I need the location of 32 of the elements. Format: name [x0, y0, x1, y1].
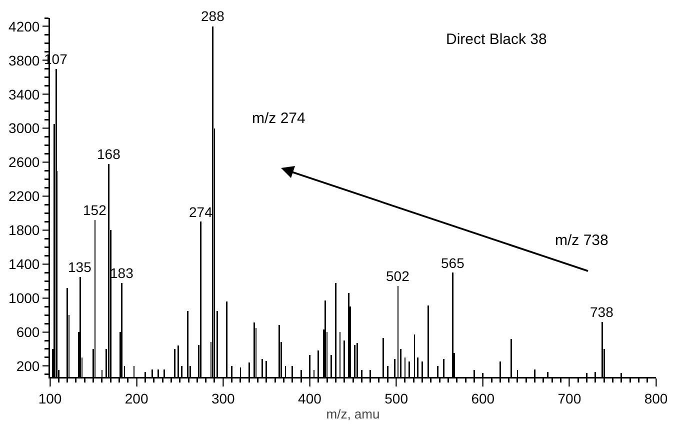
annotation: m/z 274	[252, 110, 306, 127]
x-tick-label: 300	[211, 390, 236, 406]
x-tick-label: 600	[471, 390, 495, 406]
y-tick-label: 3400	[8, 86, 40, 102]
annotation: 183	[110, 265, 134, 281]
y-tick-label: 1400	[8, 256, 40, 272]
annotation: m/z 738	[555, 232, 608, 249]
y-tick-label: 1800	[8, 222, 40, 238]
x-axis-title: m/z, amu	[326, 406, 380, 422]
annotation: 152	[83, 202, 107, 218]
y-tick-label: 600	[16, 324, 40, 340]
x-tick-label: 800	[644, 390, 668, 406]
y-tick-label: 3800	[8, 52, 40, 68]
y-tick-label: 200	[16, 358, 40, 374]
annotation: 738	[590, 304, 614, 320]
y-tick-label: 4200	[8, 18, 40, 34]
x-tick-label: 400	[298, 390, 322, 406]
annotation: 274	[189, 204, 213, 220]
x-tick-label: 700	[558, 390, 582, 406]
annotation: 502	[386, 268, 410, 284]
y-tick-label: 2200	[8, 188, 40, 204]
y-tick-label: 3000	[8, 120, 40, 136]
annotation: 288	[201, 8, 225, 24]
annotation: 135	[68, 259, 92, 275]
y-tick-label: 1000	[8, 290, 40, 306]
annotation: Direct Black 38	[446, 31, 547, 48]
x-tick-label: 500	[384, 390, 408, 406]
y-tick-label: 2600	[8, 154, 40, 170]
annotation: 565	[441, 255, 465, 271]
x-tick-label: 200	[124, 390, 148, 406]
x-tick-label: 100	[38, 390, 62, 406]
annotation: 168	[97, 146, 121, 162]
